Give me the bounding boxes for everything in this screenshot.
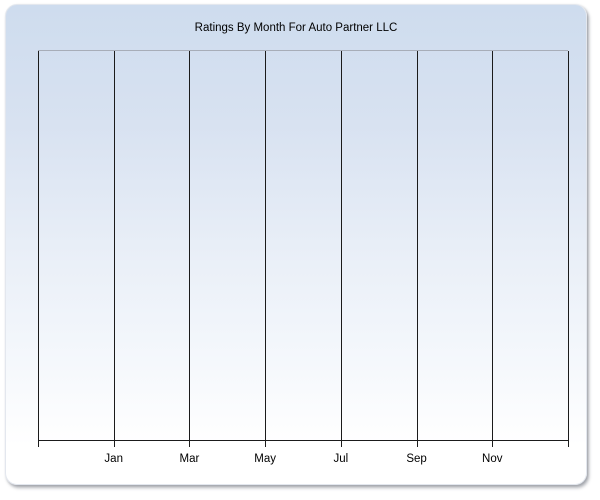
vertical-gridline [492, 51, 494, 447]
vertical-gridline [568, 51, 569, 447]
x-axis-tick-label: Jan [104, 453, 123, 465]
x-axis-tick-label: Nov [482, 453, 503, 465]
x-axis-line [38, 440, 568, 441]
x-axis-tick-label: Jul [333, 453, 349, 465]
chart-panel: Ratings By Month For Auto Partner LLC Ja… [5, 4, 587, 485]
vertical-gridline [265, 51, 267, 447]
plot-area: Jan Mar May Jul Sep Nov [38, 50, 569, 465]
x-axis-tick-label: Sep [406, 453, 427, 465]
vertical-gridline [189, 51, 191, 447]
x-axis-tick-label: Mar [179, 453, 200, 465]
x-axis-labels: Jan Mar May Jul Sep Nov [38, 453, 568, 467]
vertical-gridline [416, 51, 418, 447]
vertical-gridline [113, 51, 115, 447]
x-axis-tick-label: May [254, 453, 277, 465]
chart-title: Ratings By Month For Auto Partner LLC [194, 22, 398, 34]
vertical-gridline [340, 51, 342, 447]
vertical-gridline [38, 51, 39, 447]
